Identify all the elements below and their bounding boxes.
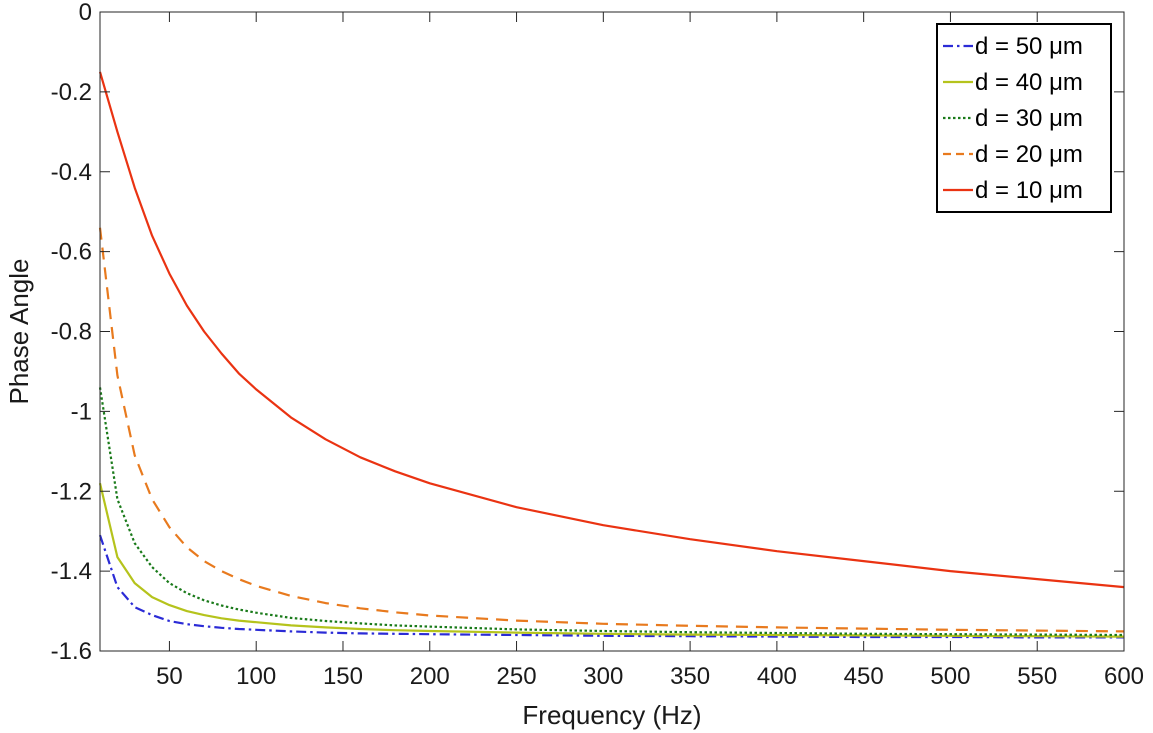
x-tick-label: 150: [323, 663, 363, 690]
x-tick-label: 450: [844, 663, 884, 690]
x-tick-label: 200: [410, 663, 450, 690]
axis-ticks: [100, 11, 1125, 652]
series-lines: [98, 71, 1125, 639]
legend-label: d = 20 μm: [975, 141, 1083, 168]
series-line-3: [98, 227, 1125, 633]
series-line-1: [98, 483, 1125, 638]
x-tick-label: 50: [156, 663, 183, 690]
y-tick-label: -1: [71, 398, 92, 425]
x-tick-label: 400: [757, 663, 797, 690]
y-tick-label: -0.6: [51, 239, 92, 266]
x-tick-label: 250: [497, 663, 537, 690]
x-tick-label: 550: [1017, 663, 1057, 690]
legend-box: [936, 23, 1112, 213]
legend: d = 50 μm d = 40 μm d = 30 μm d = 20 μm d = …: [936, 23, 1112, 213]
legend-label: d = 50 μm: [975, 33, 1083, 60]
x-tick-label: 600: [1104, 663, 1144, 690]
x-axis-title: Frequency (Hz): [522, 700, 701, 730]
x-tick-label: 350: [670, 663, 710, 690]
y-tick-label: -1.2: [51, 478, 92, 505]
legend-label: d = 40 μm: [975, 69, 1083, 96]
y-tick-label: -0.8: [51, 319, 92, 346]
y-tick-label: -0.4: [51, 159, 92, 186]
y-tick-label: -1.4: [51, 558, 92, 585]
legend-label: d = 10 μm: [975, 177, 1083, 204]
y-tick-label: -0.2: [51, 79, 92, 106]
legend-label: d = 30 μm: [975, 105, 1083, 132]
y-tick-label: -1.6: [51, 638, 92, 665]
y-axis-title: Phase Angle: [4, 258, 34, 404]
y-tick-label: 0: [79, 0, 92, 26]
x-tick-labels: 50 100 150 200 250 300 350 400 450 500 550 600: [156, 663, 1144, 690]
y-tick-labels: 0 -0.2 -0.4 -0.6 -0.8 -1 -1.2 -1.4 -1.6: [51, 0, 92, 665]
series-line-4: [98, 71, 1125, 589]
x-tick-label: 300: [583, 663, 623, 690]
plot-frame: [99, 11, 1125, 652]
series-line-2: [98, 387, 1125, 637]
series-line-0: [98, 534, 1124, 639]
x-tick-label: 500: [930, 663, 970, 690]
x-tick-label: 100: [236, 663, 276, 690]
